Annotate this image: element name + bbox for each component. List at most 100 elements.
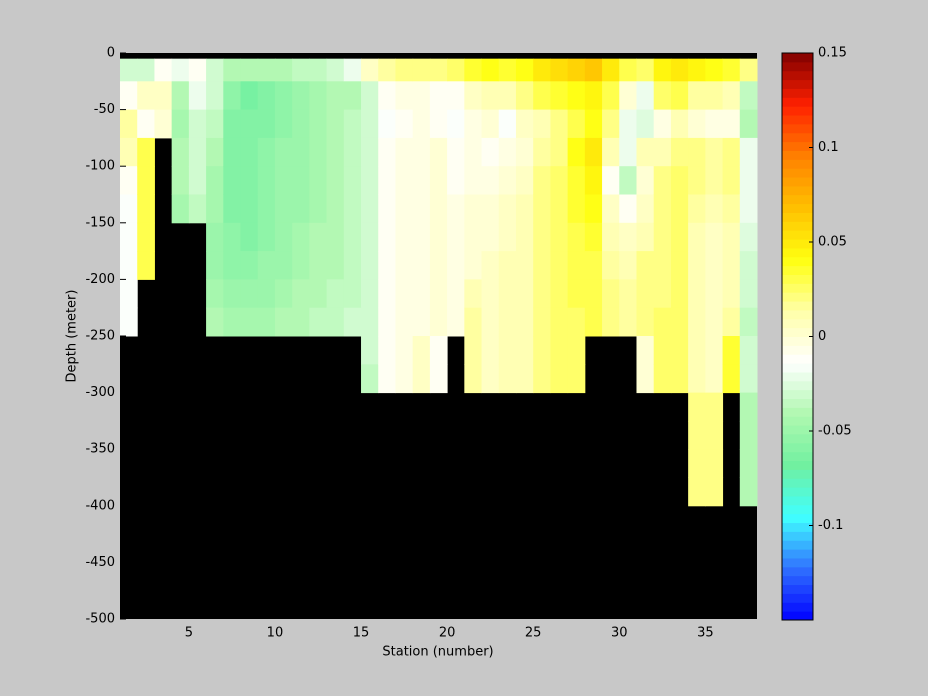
heatmap-cell bbox=[429, 222, 448, 252]
heatmap-cell bbox=[498, 364, 517, 394]
heatmap-cell bbox=[705, 336, 724, 365]
heatmap-cell bbox=[188, 81, 207, 111]
heatmap-cell bbox=[343, 251, 362, 280]
heatmap-cell bbox=[653, 81, 672, 111]
heatmap-cell bbox=[171, 81, 190, 111]
heatmap-cell bbox=[188, 166, 207, 195]
heatmap-cell bbox=[137, 251, 155, 280]
heatmap-cell bbox=[688, 336, 706, 365]
heatmap-cell bbox=[464, 364, 483, 394]
heatmap-cell bbox=[447, 58, 465, 82]
heatmap-cell bbox=[206, 222, 224, 252]
heatmap-cell bbox=[670, 279, 689, 309]
heatmap-cell bbox=[670, 81, 689, 111]
colorbar-step bbox=[782, 354, 813, 364]
heatmap-cell bbox=[533, 336, 551, 365]
heatmap-cell bbox=[326, 194, 345, 224]
heatmap-cell bbox=[619, 222, 637, 252]
heatmap-cell bbox=[550, 222, 569, 252]
heatmap-cell bbox=[137, 222, 155, 252]
heatmap-cell bbox=[361, 58, 379, 82]
colorbar-tick-label: 0.15 bbox=[818, 46, 847, 61]
heatmap-cell bbox=[206, 194, 224, 224]
heatmap-cell bbox=[429, 336, 448, 365]
heatmap-cell bbox=[722, 251, 741, 280]
heatmap-cell bbox=[653, 336, 672, 365]
heatmap-cell bbox=[326, 251, 345, 280]
y-axis-label: Depth (meter) bbox=[65, 290, 80, 383]
colorbar-step bbox=[782, 433, 813, 444]
colorbar-step bbox=[782, 602, 813, 612]
heatmap-cell bbox=[274, 81, 293, 111]
heatmap-cell bbox=[378, 336, 396, 365]
heatmap-cell bbox=[567, 364, 586, 394]
heatmap-cell bbox=[223, 109, 242, 139]
heatmap-cell bbox=[447, 137, 465, 167]
heatmap-cell bbox=[464, 166, 483, 195]
heatmap-cell bbox=[447, 109, 465, 139]
heatmap-cell bbox=[343, 222, 362, 252]
heatmap-cell bbox=[412, 109, 431, 139]
colorbar-step bbox=[782, 61, 813, 72]
heatmap-cell bbox=[567, 58, 586, 82]
heatmap-cell bbox=[636, 364, 655, 394]
heatmap-cell bbox=[309, 222, 328, 252]
heatmap-cell bbox=[515, 194, 534, 224]
heatmap-cell bbox=[688, 194, 706, 224]
heatmap-cell bbox=[429, 109, 448, 139]
heatmap-cell bbox=[533, 109, 551, 139]
heatmap-cell bbox=[292, 279, 310, 309]
heatmap-cell bbox=[688, 279, 706, 309]
y-tick-label: -400 bbox=[85, 498, 115, 513]
heatmap-cell bbox=[653, 307, 672, 337]
heatmap-cell bbox=[515, 58, 534, 82]
heatmap-cell bbox=[412, 336, 431, 365]
heatmap-cell bbox=[739, 251, 758, 280]
heatmap-cell bbox=[429, 81, 448, 111]
heatmap-cell bbox=[739, 194, 758, 224]
colorbar-step bbox=[782, 283, 813, 293]
heatmap-cell bbox=[688, 81, 706, 111]
heatmap-cell bbox=[739, 109, 758, 139]
heatmap-cell bbox=[240, 137, 259, 167]
heatmap-cell bbox=[326, 81, 345, 111]
colorbar-step bbox=[782, 301, 813, 311]
heatmap-cell bbox=[120, 109, 138, 139]
heatmap-cell bbox=[653, 109, 672, 139]
x-tick-label: 30 bbox=[611, 626, 628, 641]
heatmap-cell bbox=[722, 58, 741, 82]
heatmap-cell bbox=[705, 81, 724, 111]
heatmap-cell bbox=[602, 58, 620, 82]
colorbar-step bbox=[782, 531, 813, 541]
heatmap-cell bbox=[739, 364, 758, 394]
heatmap-cell bbox=[223, 194, 242, 224]
heatmap-cell bbox=[481, 336, 500, 365]
heatmap-cell bbox=[378, 58, 396, 82]
heatmap-cell bbox=[206, 137, 224, 167]
heatmap-cell bbox=[602, 251, 620, 280]
heatmap-cell bbox=[722, 279, 741, 309]
colorbar-step bbox=[782, 318, 813, 329]
heatmap-cell bbox=[361, 307, 379, 337]
heatmap-cell bbox=[361, 222, 379, 252]
heatmap-cell bbox=[481, 58, 500, 82]
heatmap-cell bbox=[206, 58, 224, 82]
heatmap-cell bbox=[481, 222, 500, 252]
heatmap-cell bbox=[739, 392, 758, 422]
heatmap-cell bbox=[361, 81, 379, 111]
heatmap-cell bbox=[188, 109, 207, 139]
heatmap-cell bbox=[447, 81, 465, 111]
heatmap-cell bbox=[378, 109, 396, 139]
heatmap-cell bbox=[533, 279, 551, 309]
heatmap-cell bbox=[412, 279, 431, 309]
colorbar-step bbox=[782, 159, 813, 169]
colorbar-step bbox=[782, 97, 813, 107]
heatmap-cell bbox=[705, 58, 724, 82]
colorbar-step bbox=[782, 221, 813, 231]
heatmap-cell bbox=[257, 58, 276, 82]
heatmap-cell bbox=[705, 109, 724, 139]
heatmap-cell bbox=[120, 279, 138, 309]
heatmap-cell bbox=[636, 109, 655, 139]
heatmap-cell bbox=[688, 222, 706, 252]
heatmap-cell bbox=[653, 279, 672, 309]
